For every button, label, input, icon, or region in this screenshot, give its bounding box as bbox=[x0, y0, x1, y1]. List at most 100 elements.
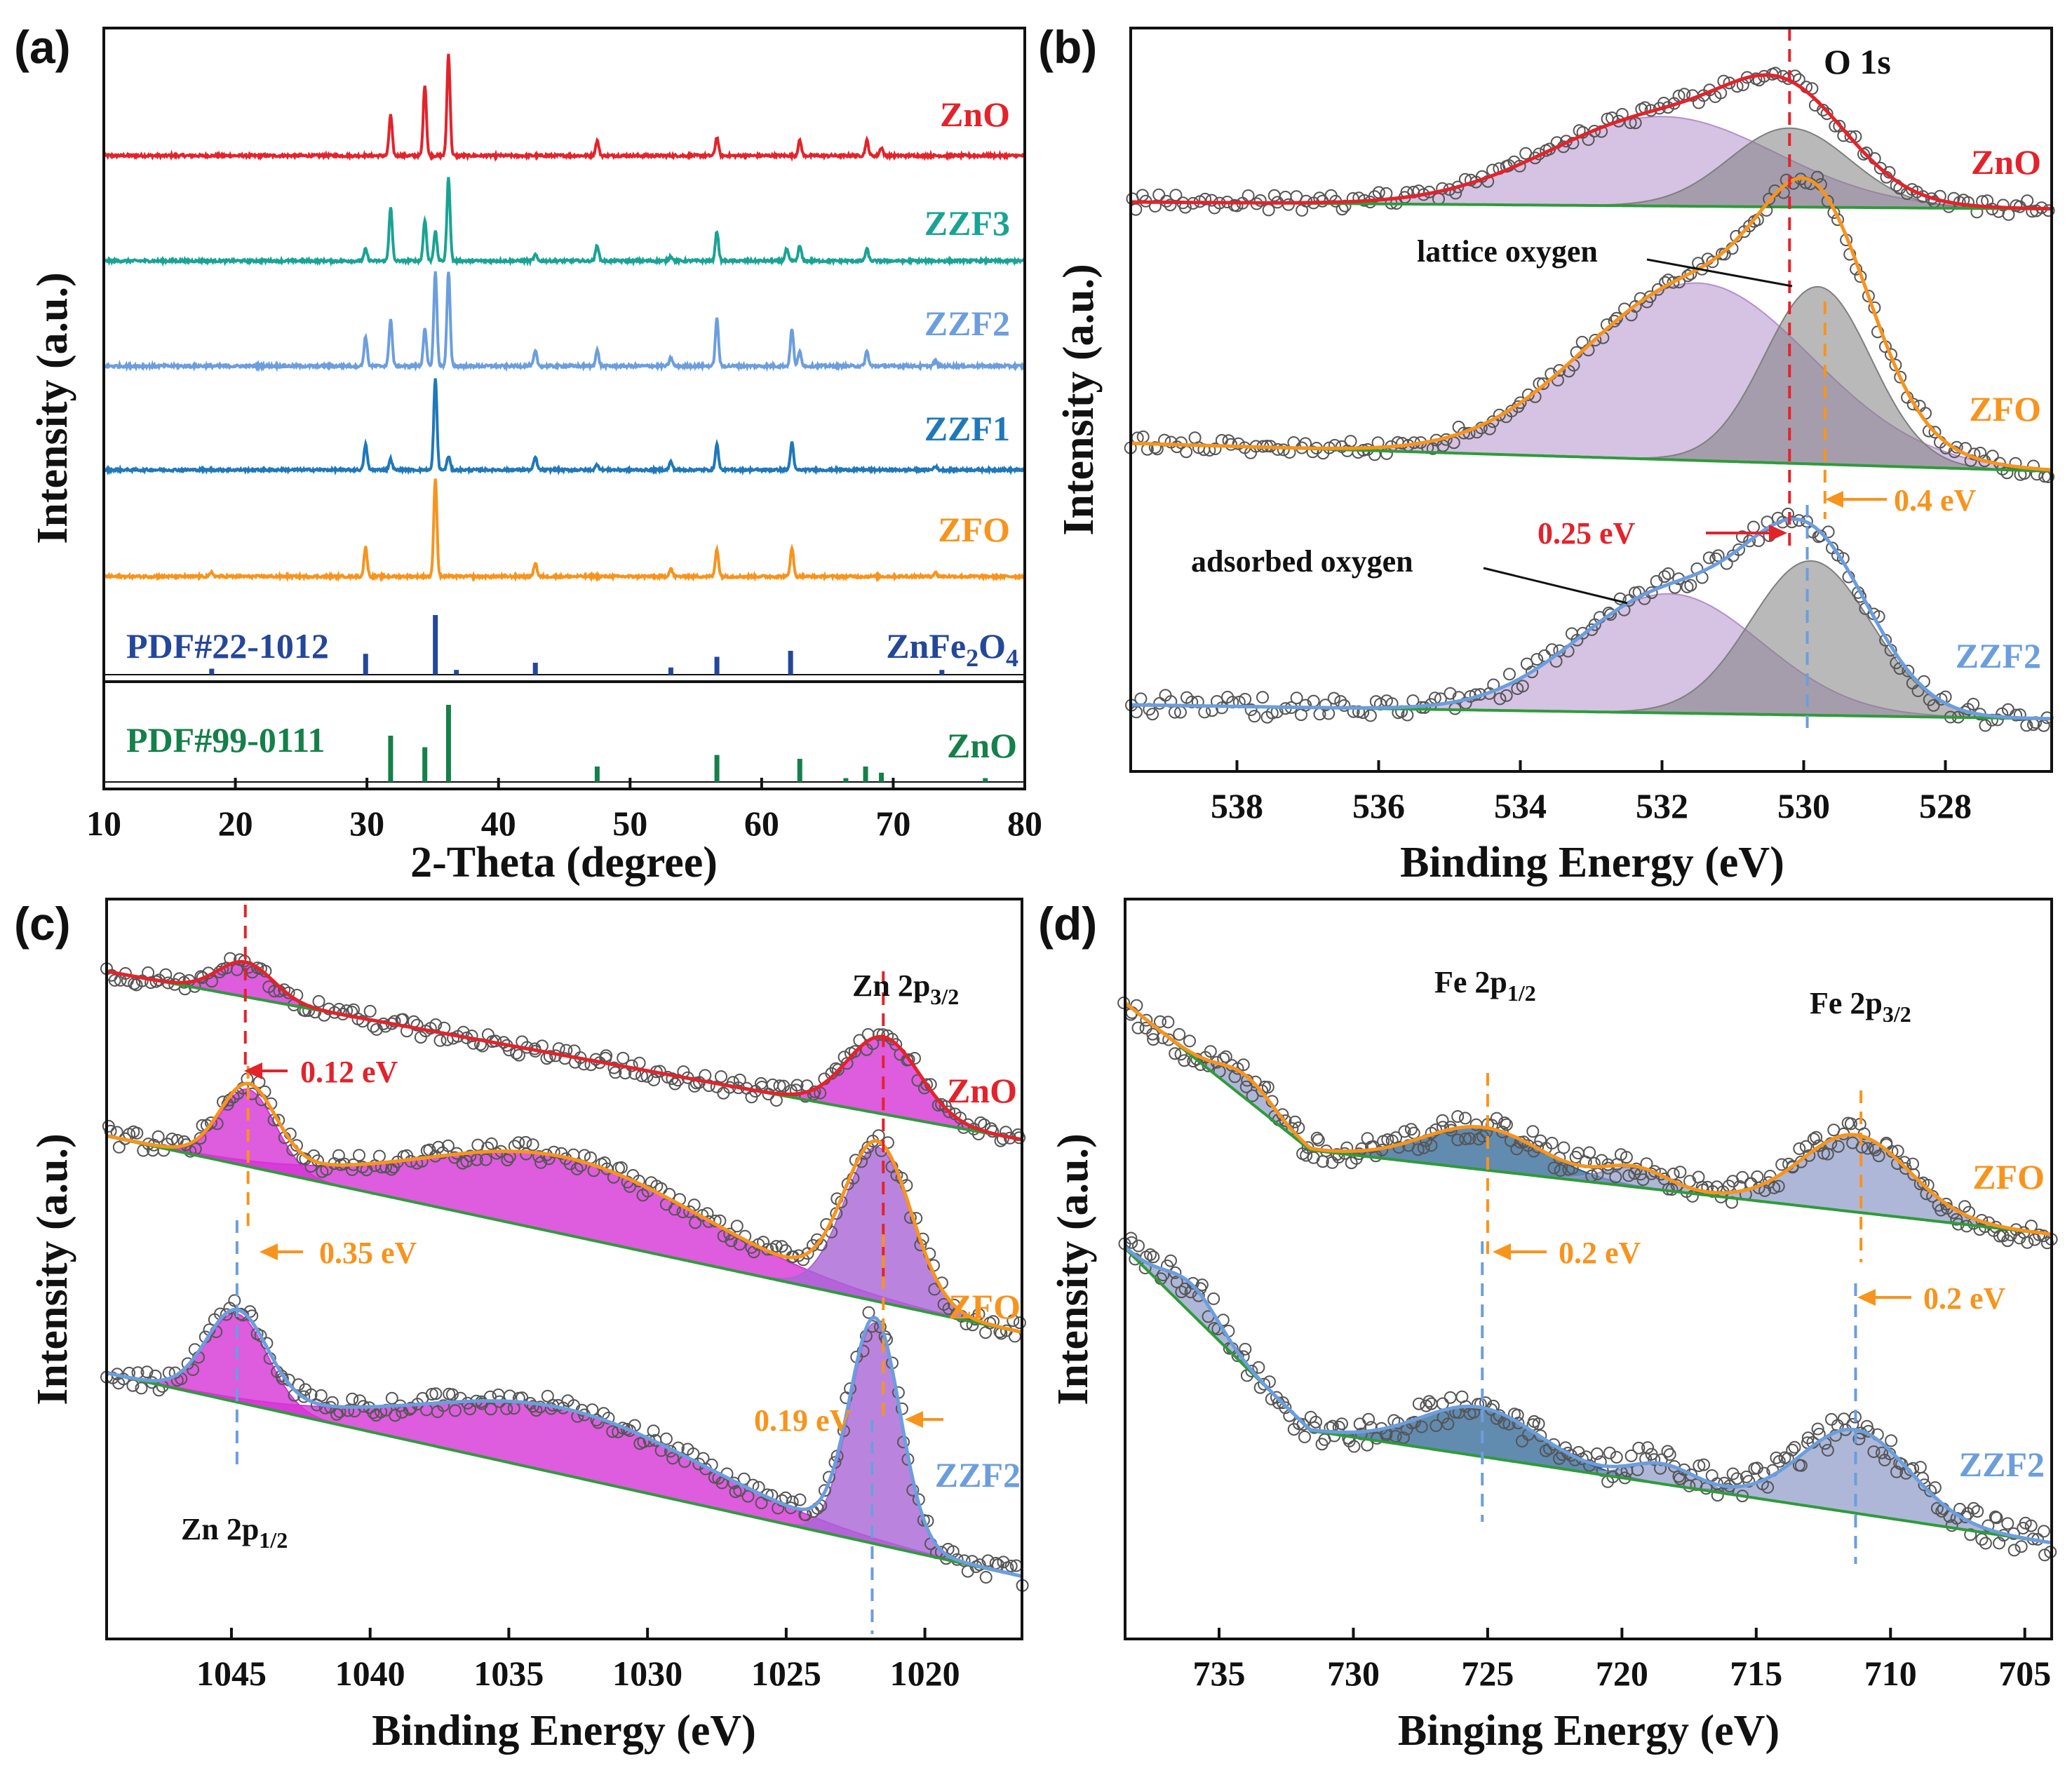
data-point bbox=[112, 1140, 126, 1154]
data-point bbox=[282, 986, 295, 999]
panel-a-xlabel: 2-Theta (degree) bbox=[410, 839, 718, 886]
data-point bbox=[140, 1365, 154, 1379]
data-point bbox=[1204, 1045, 1217, 1058]
panel-b-label: (b) bbox=[1038, 21, 1097, 73]
data-point bbox=[2007, 1544, 2021, 1557]
data-point bbox=[1459, 1132, 1472, 1145]
data-point bbox=[527, 1400, 539, 1413]
data-point bbox=[297, 1390, 311, 1403]
data-point bbox=[996, 1132, 1009, 1145]
data-point bbox=[659, 1432, 673, 1445]
data-point bbox=[715, 1070, 727, 1084]
data-point bbox=[1769, 67, 1782, 80]
data-point bbox=[1368, 190, 1381, 203]
data-point bbox=[1195, 1278, 1209, 1292]
data-point bbox=[1300, 1149, 1313, 1162]
data-point bbox=[614, 1161, 628, 1174]
data-point bbox=[1327, 691, 1340, 705]
data-point bbox=[1761, 1480, 1775, 1494]
data-point bbox=[862, 1306, 875, 1319]
data-point bbox=[1967, 698, 1980, 710]
data-point bbox=[1404, 1123, 1418, 1136]
c-shift-b-arrowhead bbox=[260, 1243, 278, 1260]
data-point bbox=[647, 1073, 661, 1086]
panel-a-label: (a) bbox=[14, 21, 71, 73]
data-point bbox=[1996, 1229, 2010, 1243]
data-point bbox=[1604, 608, 1617, 621]
data-point bbox=[1237, 1058, 1250, 1072]
panel-d-frame bbox=[1124, 898, 2053, 1640]
data-point bbox=[1622, 1169, 1635, 1182]
data-point bbox=[1180, 445, 1193, 459]
panel-b-xticks: 538 536 534 532 530 528 bbox=[1211, 760, 1972, 825]
data-point bbox=[485, 1137, 498, 1150]
data-point bbox=[464, 1149, 477, 1163]
data-point bbox=[1336, 203, 1349, 216]
xtick-label: 1045 bbox=[196, 1654, 267, 1693]
data-point bbox=[1183, 1034, 1196, 1048]
data-point bbox=[1743, 534, 1756, 548]
xtick-label: 705 bbox=[1998, 1654, 2051, 1693]
data-point bbox=[1500, 1118, 1513, 1131]
data-point bbox=[2001, 1517, 2014, 1530]
data-point bbox=[741, 1490, 755, 1503]
data-point bbox=[1344, 435, 1357, 448]
data-point bbox=[1894, 370, 1907, 384]
data-point bbox=[1279, 1114, 1292, 1127]
b-lattice-pointer bbox=[1646, 258, 1793, 288]
data-point bbox=[1967, 1502, 1980, 1515]
data-point bbox=[1891, 1145, 1904, 1158]
data-point bbox=[108, 973, 121, 987]
data-point bbox=[1493, 408, 1506, 421]
data-point bbox=[1589, 334, 1602, 346]
xtick-label: 60 bbox=[744, 804, 779, 843]
data-point bbox=[775, 1240, 788, 1253]
panel-a-plot bbox=[102, 53, 1026, 783]
data-point bbox=[547, 1145, 560, 1159]
data-point bbox=[1429, 1123, 1442, 1136]
data-point bbox=[1152, 188, 1166, 201]
data-point bbox=[1609, 1170, 1622, 1184]
data-point bbox=[2000, 466, 2014, 480]
data-point bbox=[1362, 1412, 1375, 1426]
data-point bbox=[1425, 1139, 1438, 1152]
data-point bbox=[1763, 192, 1776, 205]
data-point bbox=[1199, 192, 1212, 205]
data-point bbox=[363, 1004, 377, 1018]
data-point bbox=[415, 1154, 429, 1168]
data-point bbox=[135, 974, 149, 987]
data-point bbox=[2037, 1525, 2050, 1538]
data-point bbox=[314, 1389, 328, 1402]
data-point bbox=[410, 1018, 424, 1032]
data-point bbox=[1821, 1443, 1834, 1457]
xtick-label: 1035 bbox=[473, 1654, 544, 1693]
b-annotation-lattice: lattice oxygen bbox=[1417, 234, 1598, 269]
data-point bbox=[228, 1294, 241, 1307]
data-point bbox=[1532, 1417, 1545, 1431]
data-point bbox=[372, 1149, 386, 1163]
data-point bbox=[2014, 1540, 2028, 1553]
data-point bbox=[1986, 450, 1999, 463]
data-point bbox=[1742, 1475, 1756, 1488]
d-label-fe-2p32: Fe 2p3/2 bbox=[1810, 986, 1911, 1027]
xtick-label: 30 bbox=[349, 804, 384, 843]
data-point bbox=[1702, 551, 1716, 565]
data-point bbox=[1207, 1292, 1220, 1305]
panel-c-ylabel: Intensity (a.u.) bbox=[29, 1133, 76, 1405]
data-point bbox=[1422, 1395, 1436, 1408]
data-point bbox=[1175, 1285, 1188, 1299]
data-point bbox=[1244, 703, 1258, 716]
panel-c-label: (c) bbox=[14, 898, 71, 950]
data-point bbox=[464, 1403, 476, 1416]
data-point bbox=[268, 985, 281, 998]
data-point bbox=[1516, 1434, 1528, 1448]
data-point bbox=[1415, 1420, 1428, 1433]
data-point bbox=[943, 1105, 956, 1119]
data-point bbox=[144, 976, 158, 990]
a-series-zzf3 bbox=[102, 177, 1025, 267]
data-point bbox=[512, 1048, 525, 1062]
data-point bbox=[1312, 1133, 1325, 1147]
data-point bbox=[1772, 1180, 1785, 1193]
data-point bbox=[1463, 1132, 1476, 1145]
data-point bbox=[1474, 1398, 1487, 1411]
